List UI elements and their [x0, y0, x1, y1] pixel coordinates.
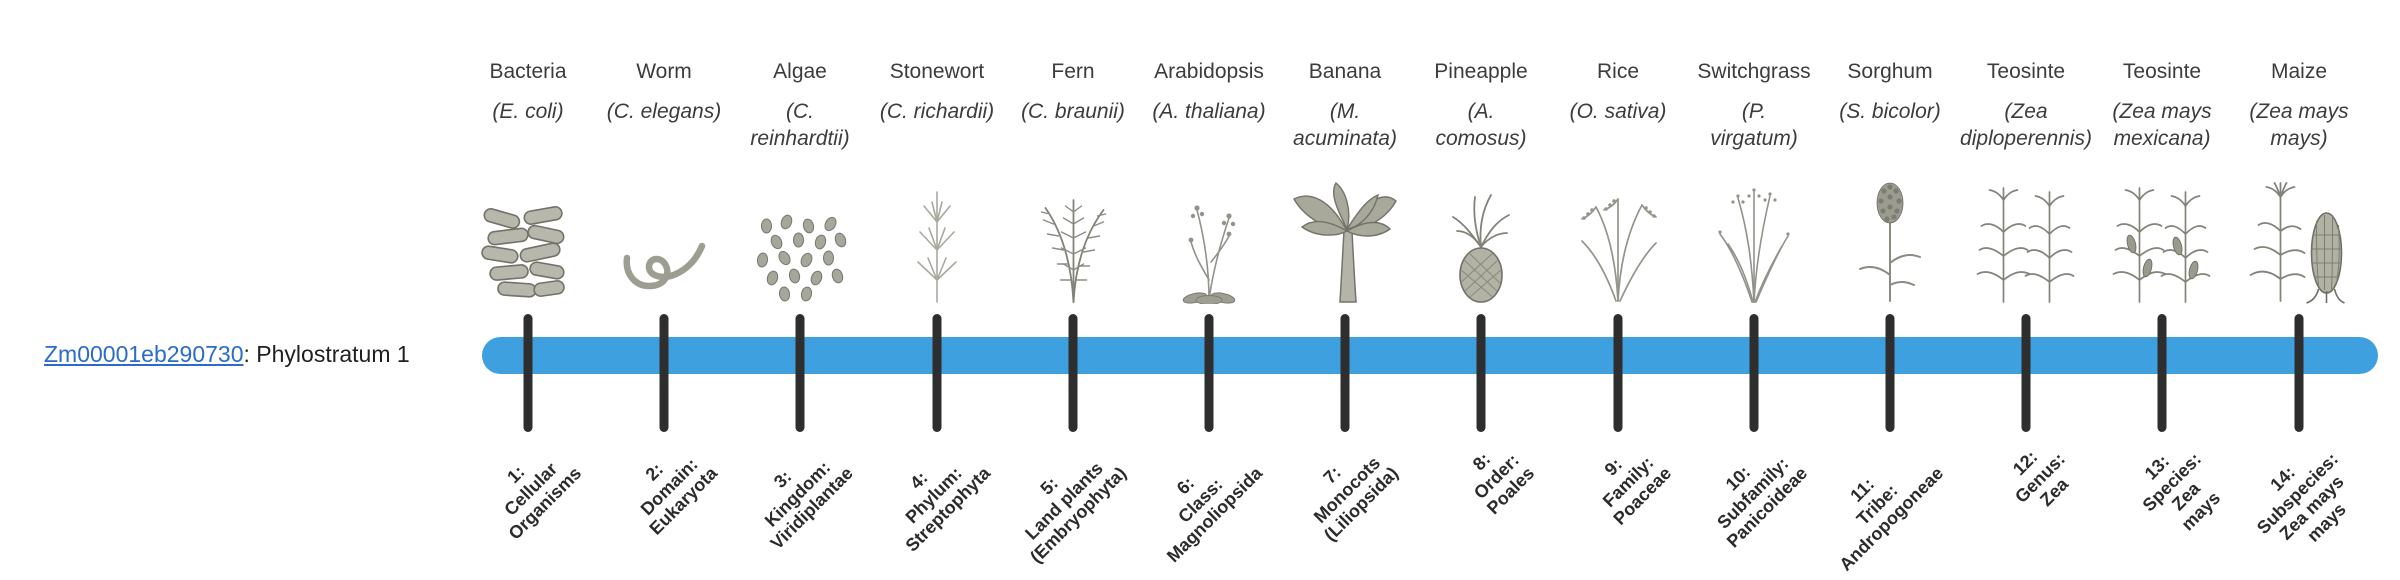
timeline-tick-mark [1204, 314, 1214, 432]
organism-scientific-name: (C. reinhardtii) [750, 100, 850, 151]
algae-icon [753, 214, 848, 304]
organism-common-name: Switchgrass [1697, 60, 1811, 83]
organism-common-name: Rice [1596, 60, 1640, 83]
teosinte-diploperennis-icon [1974, 184, 2079, 304]
stratum-rank-label: 7: Monocots (Liliopsida) [1309, 452, 1403, 546]
organism-scientific-name: (E. coli) [492, 100, 564, 123]
fern-icon [1026, 192, 1121, 304]
timeline-tick-mark [1885, 314, 1895, 432]
timeline-tick-mark [1476, 314, 1486, 432]
banana-icon [1290, 179, 1400, 304]
switchgrass-icon [1708, 184, 1800, 304]
organism-common-name: Pineapple [1434, 60, 1528, 83]
stratum-rank-label: 10: Subfamily: Panicoideae [1712, 453, 1812, 552]
stratum-rank-label: 8: Order: Poales [1468, 448, 1539, 519]
timeline-tick-mark [659, 314, 669, 432]
phylostratum-text: : Phylostratum 1 [243, 341, 410, 367]
stonewort-icon [902, 184, 972, 304]
bacteria-icon [478, 204, 578, 304]
organism-scientific-name: (C. braunii) [1021, 100, 1125, 123]
organism-common-name: Bacteria [489, 60, 567, 83]
teosinte-mexicana-icon [2110, 184, 2215, 304]
stratum-rank-label: 2: Domain: Eukaryota [636, 453, 722, 539]
phylostratum-bar [482, 337, 2378, 374]
organism-scientific-name: (M. acuminata) [1293, 100, 1397, 151]
organism-scientific-name: (Zea diploperennis) [1960, 100, 2092, 151]
organism-scientific-name: (S. bicolor) [1839, 100, 1941, 123]
organism-scientific-name: (Zea mays mexicana) [2112, 100, 2212, 151]
organism-scientific-name: (Zea mays mays) [2249, 100, 2349, 151]
timeline-tick-mark [2021, 314, 2031, 432]
rice-icon [1574, 189, 1662, 304]
gene-label: Zm00001eb290730: Phylostratum 1 [44, 341, 410, 368]
stratum-rank-label: 3: Kingdom: Viridiplantae [760, 457, 858, 554]
timeline-tick-mark [1613, 314, 1623, 432]
stratum-rank-label: 13: Species: Zea mays [2138, 448, 2225, 535]
stratum-rank-label: 12: Genus: Zea [2008, 446, 2073, 511]
organism-common-name: Maize [2270, 60, 2328, 83]
worm-icon [619, 234, 709, 304]
organism-scientific-name: (C. richardii) [879, 100, 995, 123]
organism-scientific-name: (A. comosus) [1435, 100, 1527, 151]
gene-id-link[interactable]: Zm00001eb290730 [44, 341, 244, 367]
timeline-tick-mark [1749, 314, 1759, 432]
stratum-rank-label: 9: Family: Poaceae [1598, 452, 1676, 530]
stratum-rank-label: 5: Land plants (Embryophyta) [1021, 457, 1131, 568]
stratum-rank-label: 14: Subspecies: Zea mays mays [2252, 448, 2350, 546]
organism-common-name: Arabidopsis [1154, 60, 1264, 83]
stratum-rank-label: 1: Cellular Organisms [500, 458, 586, 544]
organism-common-name: Stonewort [889, 60, 985, 83]
maize-icon [2247, 179, 2352, 304]
stratum-rank-label: 6: Class: Magnoliopsida [1163, 463, 1267, 567]
timeline-tick-mark [1340, 314, 1350, 432]
organism-scientific-name: (O. sativa) [1569, 100, 1667, 123]
organism-common-name: Algae [773, 60, 827, 83]
organism-common-name: Teosinte [2122, 60, 2202, 83]
organism-common-name: Worm [636, 60, 692, 83]
timeline-tick-mark [523, 314, 533, 432]
timeline-tick-mark [2157, 314, 2167, 432]
organism-scientific-name: (A. thaliana) [1152, 100, 1266, 123]
organism-common-name: Teosinte [1986, 60, 2066, 83]
timeline-tick-mark [932, 314, 942, 432]
stratum-rank-label: 4: Phylum: Streptophyta [901, 462, 995, 556]
timeline-tick-mark [1068, 314, 1078, 432]
organism-scientific-name: (C. elegans) [606, 100, 722, 123]
arabidopsis-icon [1169, 192, 1249, 305]
organism-common-name: Sorghum [1847, 60, 1933, 83]
sorghum-icon [1854, 179, 1926, 304]
timeline-tick-mark [2294, 314, 2304, 432]
organism-common-name: Banana [1308, 60, 1382, 83]
pineapple-icon [1445, 189, 1517, 304]
stratum-rank-label: 11: Tribe: Andropogoneae [1835, 463, 1948, 575]
organism-scientific-name: (P. virgatum) [1710, 100, 1798, 151]
timeline-tick-mark [795, 314, 805, 432]
organism-common-name: Fern [1051, 60, 1095, 83]
